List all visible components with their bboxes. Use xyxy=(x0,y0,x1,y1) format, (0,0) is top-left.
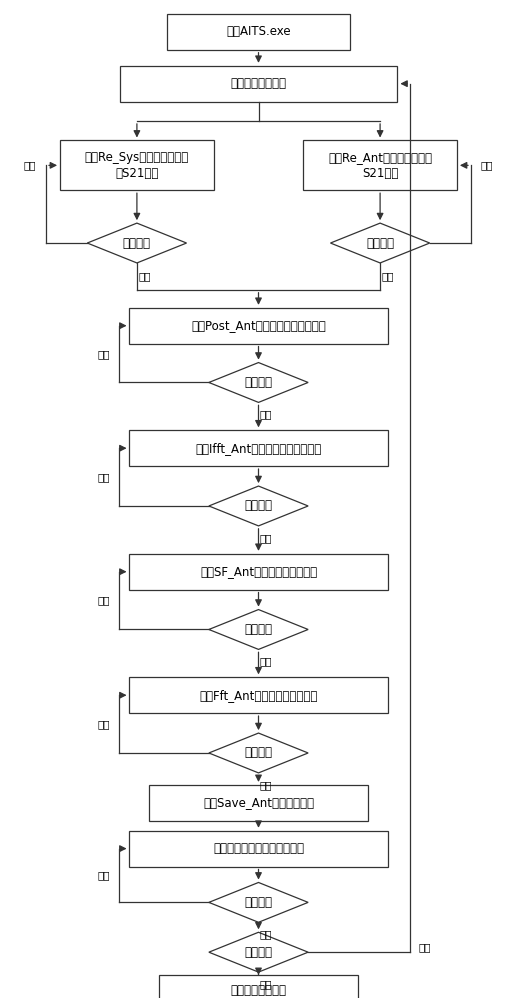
Text: 退出数据处理模块: 退出数据处理模块 xyxy=(231,984,286,997)
Polygon shape xyxy=(209,486,308,526)
Polygon shape xyxy=(209,932,308,972)
Polygon shape xyxy=(209,733,308,773)
Text: 调用Re_Sys函数读取测试链
路S21参数: 调用Re_Sys函数读取测试链 路S21参数 xyxy=(85,151,189,180)
Text: 继续: 继续 xyxy=(260,533,272,543)
Text: 进程判断: 进程判断 xyxy=(366,237,394,250)
Text: 进程判断: 进程判断 xyxy=(245,896,272,909)
Polygon shape xyxy=(209,610,308,649)
Text: 输出传递给测试结果输出模块: 输出传递给测试结果输出模块 xyxy=(213,842,304,855)
FancyBboxPatch shape xyxy=(159,975,358,1000)
Text: 进程判断: 进程判断 xyxy=(245,499,272,512)
FancyBboxPatch shape xyxy=(303,140,457,190)
Text: 重复: 重复 xyxy=(24,160,36,170)
Polygon shape xyxy=(330,223,430,263)
FancyBboxPatch shape xyxy=(129,831,388,867)
FancyBboxPatch shape xyxy=(129,677,388,713)
FancyBboxPatch shape xyxy=(119,66,398,102)
FancyBboxPatch shape xyxy=(129,554,388,590)
Text: 重复: 重复 xyxy=(97,870,110,880)
FancyBboxPatch shape xyxy=(129,430,388,466)
Text: 重复: 重复 xyxy=(97,719,110,729)
Text: 继续: 继续 xyxy=(138,271,150,281)
Text: 启动AITS.exe: 启动AITS.exe xyxy=(226,25,291,38)
FancyBboxPatch shape xyxy=(129,308,388,344)
Text: 数据处理模块界面: 数据处理模块界面 xyxy=(231,77,286,90)
Text: 重复: 重复 xyxy=(481,160,493,170)
Text: 进程判断: 进程判断 xyxy=(245,376,272,389)
Text: 进程判断: 进程判断 xyxy=(245,746,272,759)
Text: 调用Re_Ant读取天线隔离度
S21参数: 调用Re_Ant读取天线隔离度 S21参数 xyxy=(328,151,432,180)
Text: 继续: 继续 xyxy=(260,780,272,790)
Polygon shape xyxy=(209,882,308,922)
Text: 重复: 重复 xyxy=(97,596,110,606)
Text: 进程判断: 进程判断 xyxy=(245,623,272,636)
Text: 继续: 继续 xyxy=(382,271,394,281)
Text: 调用Save_Ant函数存储数据: 调用Save_Ant函数存储数据 xyxy=(203,796,314,809)
Text: 进程判断: 进程判断 xyxy=(123,237,151,250)
Text: 结束: 结束 xyxy=(260,979,272,989)
Text: 重复: 重复 xyxy=(419,942,431,952)
FancyBboxPatch shape xyxy=(60,140,214,190)
FancyBboxPatch shape xyxy=(149,785,368,821)
Text: 调用Ifft_Ant函数进行傅里叶反变换: 调用Ifft_Ant函数进行傅里叶反变换 xyxy=(195,442,322,455)
Polygon shape xyxy=(209,363,308,402)
Text: 调用Fft_Ant函数进行傅里叶变换: 调用Fft_Ant函数进行傅里叶变换 xyxy=(200,689,317,702)
Text: 调用SF_Ant函数做空间滤波处理: 调用SF_Ant函数做空间滤波处理 xyxy=(200,565,317,578)
Text: 调用Post_Ant函数消去测试链路影响: 调用Post_Ant函数消去测试链路影响 xyxy=(191,319,326,332)
FancyBboxPatch shape xyxy=(166,14,351,50)
Text: 重复: 重复 xyxy=(97,472,110,482)
Text: 继续: 继续 xyxy=(260,656,272,666)
Polygon shape xyxy=(87,223,187,263)
Text: 进程判断: 进程判断 xyxy=(245,946,272,959)
Text: 重复: 重复 xyxy=(97,349,110,359)
Text: 继续: 继续 xyxy=(260,409,272,419)
Text: 继续: 继续 xyxy=(260,929,272,939)
